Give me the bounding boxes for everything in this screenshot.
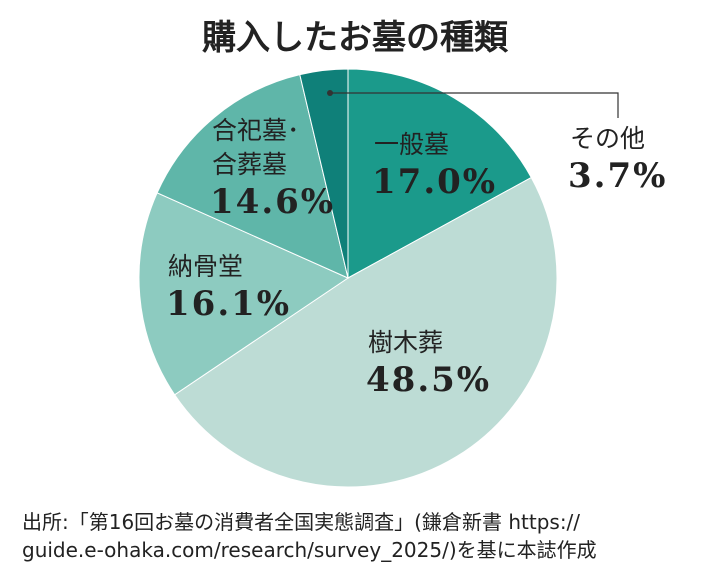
leader-line (330, 92, 619, 118)
leader-dot (327, 90, 333, 96)
pie-slice (173, 176, 558, 488)
pie-slice (347, 68, 532, 279)
slice-label: 一般墓 (374, 130, 450, 159)
pie-slice (138, 192, 350, 396)
pie-slice (156, 74, 349, 279)
value-label: 16.1% (166, 284, 292, 324)
value-label: 14.6% (210, 182, 336, 222)
pie-slice (299, 68, 349, 279)
value-label: 48.5% (366, 360, 492, 400)
value-label: 17.0% (372, 162, 498, 202)
slice-label: 納骨堂 (168, 252, 244, 281)
slice-label: その他 (570, 124, 646, 153)
slice-label: 樹木葬 (368, 328, 444, 357)
value-label: 3.7% (568, 156, 668, 196)
source-line: 出所:「第16回お墓の消費者全国実態調査」(鎌倉新書 https:// (22, 510, 581, 534)
chart-title: 購入したお墓の種類 (202, 18, 508, 58)
slice-label: 合祀墓･合葬墓 (212, 116, 300, 179)
source-line: guide.e-ohaka.com/research/survey_2025/)… (22, 538, 597, 562)
